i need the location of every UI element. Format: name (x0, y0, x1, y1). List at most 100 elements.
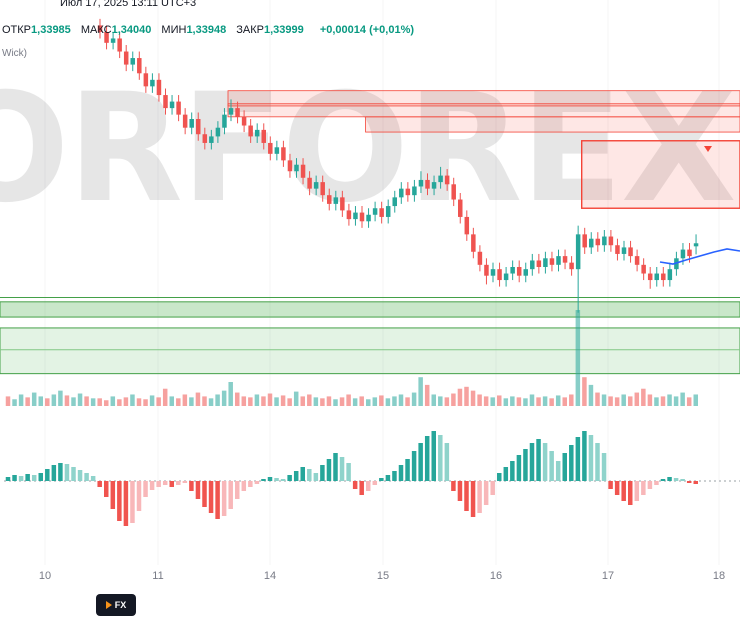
candle-body (353, 212, 358, 220)
candle-body (163, 95, 168, 109)
logo-text: FX (114, 600, 127, 610)
candle-body (589, 238, 594, 248)
low-label: МИН (161, 24, 187, 36)
candle-body (477, 251, 483, 265)
macd-histogram-bar (470, 481, 476, 517)
close-label: ЗАКР (236, 24, 264, 36)
candle-body (628, 247, 633, 257)
volume-bar (608, 396, 613, 406)
candle-body (667, 269, 673, 281)
low-value: 1,33948 (186, 24, 227, 36)
open-value: 1,33985 (31, 24, 71, 36)
candle-body (451, 184, 456, 200)
ohlc-legend[interactable]: ОТКР1,33985 МАКС1,34040 МИН1,33948 ЗАКР1… (2, 24, 414, 36)
candle-body (418, 179, 424, 187)
candle-body (320, 182, 325, 196)
volume-bar (156, 397, 161, 406)
volume-bar (536, 397, 541, 406)
projection-line[interactable] (659, 248, 740, 265)
volume-bar (18, 394, 24, 406)
macd-histogram-bar (84, 473, 89, 481)
macd-histogram-bar (431, 431, 436, 481)
macd-histogram-bar (686, 481, 692, 483)
candle-body (621, 247, 627, 254)
volume-bar (274, 397, 279, 406)
candle-body (693, 243, 699, 247)
volume-bar (293, 391, 299, 406)
volume-bar (660, 396, 666, 406)
candle-body (510, 267, 515, 274)
volume-bar (307, 394, 312, 406)
macd-histogram-bar (293, 471, 299, 481)
volume-bar (379, 395, 384, 406)
broker-logo[interactable]: FX (96, 594, 136, 616)
resistance-zone[interactable] (227, 103, 740, 118)
candle-body (241, 116, 247, 126)
candle-body (222, 114, 227, 128)
macd-histogram-bar (641, 481, 646, 495)
macd-histogram-bar (195, 481, 201, 499)
support-zone[interactable] (0, 301, 740, 318)
macd-histogram-bar (333, 453, 338, 481)
volume-bar (424, 384, 430, 406)
volume-bar (346, 394, 351, 406)
macd-histogram-bar (90, 476, 96, 481)
macd-histogram-bar (392, 471, 397, 481)
candle-body (385, 206, 391, 217)
macd-histogram-bar (614, 481, 620, 495)
indicator-label-fragment: Wick) (2, 48, 27, 59)
macd-histogram-bar (385, 475, 391, 481)
macd-histogram-bar (621, 481, 626, 501)
x-axis-label: 16 (489, 570, 503, 582)
volume-bar (5, 396, 11, 406)
volume-bar (189, 397, 194, 406)
candle-body (359, 212, 365, 222)
volume-bar (12, 399, 17, 406)
volume-bar (235, 392, 240, 406)
candle-body (215, 127, 221, 137)
candle-body (137, 58, 142, 74)
candle-body (307, 177, 312, 189)
macd-histogram-bar (97, 481, 102, 487)
volume-bar (123, 397, 129, 406)
candle-body (464, 216, 470, 235)
candle-body (562, 256, 568, 263)
macd-histogram-bar (542, 443, 548, 481)
volume-bar (267, 393, 273, 406)
macd-histogram-bar (634, 481, 640, 501)
resistance-zone[interactable] (227, 90, 740, 107)
macd-histogram-bar (71, 467, 76, 481)
time-axis[interactable]: 10 11 14 15 16 17 18 (0, 570, 740, 590)
volume-bar (405, 397, 410, 406)
candle-body (156, 79, 162, 96)
volume-bar (516, 397, 522, 406)
x-axis-label: 17 (601, 570, 615, 582)
support-zone[interactable] (0, 327, 740, 375)
candle-body (372, 208, 378, 215)
candle-body (471, 234, 476, 252)
volume-bar (58, 390, 63, 406)
sell-arrow-icon[interactable] (704, 146, 712, 152)
candle-body (117, 38, 122, 52)
volume-bar (84, 396, 89, 406)
macd-histogram-bar (77, 470, 83, 481)
volume-bar (241, 396, 247, 406)
candle-body (340, 197, 345, 211)
volume-bar (549, 398, 554, 406)
volume-bar (497, 395, 502, 406)
volume-bar (221, 390, 227, 406)
macd-histogram-bar (444, 443, 450, 481)
macd-histogram-bar (601, 453, 607, 481)
volume-bar (45, 398, 50, 406)
volume-bar (149, 395, 155, 406)
volume-bar (326, 396, 332, 406)
resistance-zone[interactable] (365, 116, 740, 133)
candle-body (536, 260, 542, 267)
candle-body (431, 182, 437, 189)
macd-histogram-bar (352, 481, 358, 489)
resistance-box[interactable] (581, 140, 740, 209)
candle-body (189, 119, 194, 128)
macd-histogram-bar (51, 465, 57, 481)
volume-bar (673, 396, 679, 406)
